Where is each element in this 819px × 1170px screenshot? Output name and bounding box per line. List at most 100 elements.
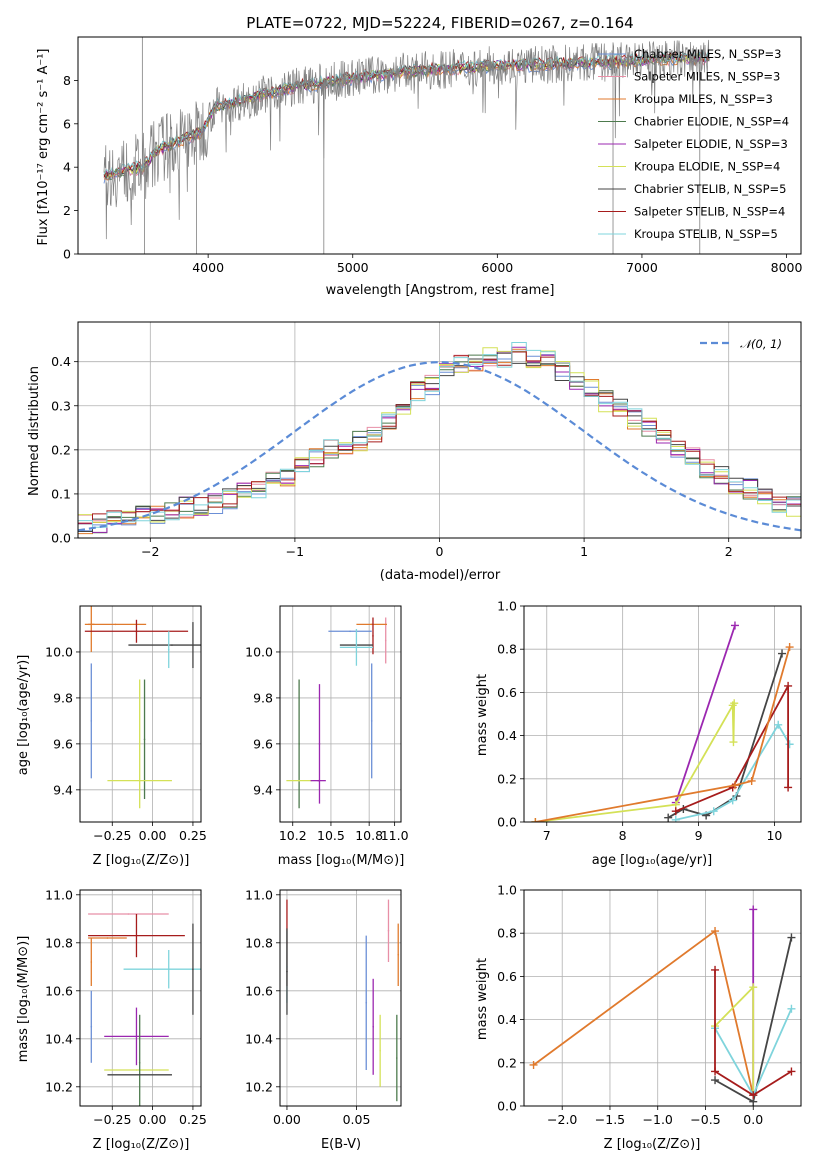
x-tick-label: 2 <box>725 544 733 559</box>
plus-marker <box>671 807 680 816</box>
axes-frame <box>79 605 202 823</box>
plus-marker <box>531 818 540 822</box>
y-tick-label: 9.8 <box>53 690 73 705</box>
x-tick-label: −0.25 <box>93 828 131 843</box>
y-tick-label: 0.8 <box>497 642 517 657</box>
data-point <box>355 646 358 649</box>
data-point <box>106 937 109 939</box>
y-tick-label: 11.0 <box>245 887 273 902</box>
x-tick-label: 10.5 <box>317 828 345 843</box>
y-tick-label: 0.2 <box>497 1055 517 1070</box>
x-tick-label: 6000 <box>481 260 513 275</box>
age-vs-Z-ylabel: age [log₁₀(age/yr)] <box>16 655 31 776</box>
plus-marker <box>729 738 738 747</box>
data-point <box>90 961 93 963</box>
x-tick-label: 0.00 <box>273 1112 301 1127</box>
x-tick-label: −2 <box>141 544 159 559</box>
data-point <box>127 913 130 915</box>
x-tick-label: 0.25 <box>179 1112 207 1127</box>
residual-histogram <box>78 352 801 532</box>
data-point <box>397 954 400 956</box>
data-point <box>167 648 170 651</box>
y-tick-label: 10.8 <box>245 935 273 950</box>
plus-marker <box>671 815 680 822</box>
x-tick-label: 10.2 <box>279 828 307 843</box>
x-tick-label: 1 <box>580 544 588 559</box>
data-point <box>379 1050 381 1052</box>
residual-histogram-panel: (data-model)/error Normed distribution −… <box>27 321 802 583</box>
data-point <box>135 1069 138 1071</box>
y-tick-label: 9.6 <box>253 736 273 751</box>
plot-area <box>103 37 710 254</box>
weight-line <box>535 646 791 822</box>
y-tick-label: 10.8 <box>45 935 73 950</box>
weight-line <box>675 685 789 813</box>
y-tick-label: 0.4 <box>51 354 71 369</box>
x-tick-label: 7 <box>543 828 551 843</box>
plus-marker <box>711 1067 720 1076</box>
y-tick-label: 10.0 <box>45 644 73 659</box>
data-point <box>138 1074 141 1076</box>
axes-frame <box>79 889 202 1107</box>
data-point <box>372 1026 374 1028</box>
legend-entry: Salpeter STELIB, N_SSP=4 <box>634 205 785 219</box>
plus-marker <box>711 1076 720 1085</box>
weight-vs-Z-xlabel: Z [log₁₀(Z/Z⊙)] <box>604 1137 701 1152</box>
weight-line <box>674 625 736 803</box>
data-point <box>138 743 141 745</box>
plus-marker <box>749 983 758 992</box>
y-tick-label: 1.0 <box>497 599 517 614</box>
plus-marker <box>785 740 794 749</box>
x-tick-label: 0.0 <box>743 1112 763 1127</box>
residual-histogram <box>78 351 801 522</box>
weight-line <box>714 969 792 1097</box>
y-tick-label: 0.0 <box>497 815 517 830</box>
y-tick-label: 2 <box>63 203 71 218</box>
data-point <box>114 623 117 626</box>
plot-area <box>529 905 796 1106</box>
data-point <box>90 720 93 722</box>
plus-marker <box>728 796 737 805</box>
y-tick-label: 0.1 <box>51 486 71 501</box>
plus-marker <box>774 720 783 729</box>
plus-marker <box>709 807 718 816</box>
plus-marker <box>784 783 793 792</box>
model-curve <box>103 52 710 180</box>
y-tick-label: 0.0 <box>51 531 71 546</box>
data-point <box>372 635 374 637</box>
axes-frame <box>279 605 402 823</box>
x-tick-label: 7000 <box>626 260 658 275</box>
age-vs-mass-xlabel: mass [log₁₀(M/M⊙)] <box>278 853 405 868</box>
plot-area <box>531 621 794 822</box>
plus-marker <box>747 776 756 785</box>
data-point <box>298 779 300 782</box>
age-vs-metallicity-panel: Z [log₁₀(Z/Z⊙)] age [log₁₀(age/yr)] −0.2… <box>16 605 207 868</box>
data-point <box>138 1062 141 1064</box>
data-point <box>135 630 138 633</box>
figure-title: PLATE=0722, MJD=52224, FIBERID=0267, z=0… <box>246 14 633 32</box>
residuals-xlabel: (data-model)/error <box>380 568 501 583</box>
data-point <box>192 968 194 970</box>
plus-marker <box>787 1067 796 1076</box>
residual-histogram <box>78 348 801 535</box>
x-tick-label: 0.05 <box>343 1112 371 1127</box>
mass-vs-Z-xlabel: Z [log₁₀(Z/Z⊙)] <box>93 1137 190 1152</box>
x-tick-label: 0.00 <box>139 1112 167 1127</box>
residuals-ylabel: Normed distribution <box>27 366 42 496</box>
mass-vs-ebv-panel: E(B-V) 0.00 0.05 10.2 10.4 10.6 10.8 11.0 <box>245 887 402 1152</box>
plus-marker <box>711 927 720 936</box>
legend-entry: Kroupa MILES, N_SSP=3 <box>634 92 773 106</box>
y-tick-label: 8 <box>63 73 71 88</box>
spectrum-xlabel: wavelength [Angstrom, rest frame] <box>326 283 555 298</box>
plus-marker <box>730 699 739 708</box>
observed-spectrum <box>103 39 710 240</box>
data-point <box>135 1035 138 1038</box>
x-tick-label: 11.0 <box>381 828 409 843</box>
x-tick-label: −0.25 <box>93 1112 131 1127</box>
y-tick-label: 6 <box>63 116 71 131</box>
age-vs-Z-xlabel: Z [log₁₀(Z/Z⊙)] <box>93 853 190 868</box>
y-tick-label: 0.2 <box>51 442 71 457</box>
y-tick-label: 0.0 <box>497 1099 517 1114</box>
y-tick-label: 10.2 <box>245 1079 273 1094</box>
